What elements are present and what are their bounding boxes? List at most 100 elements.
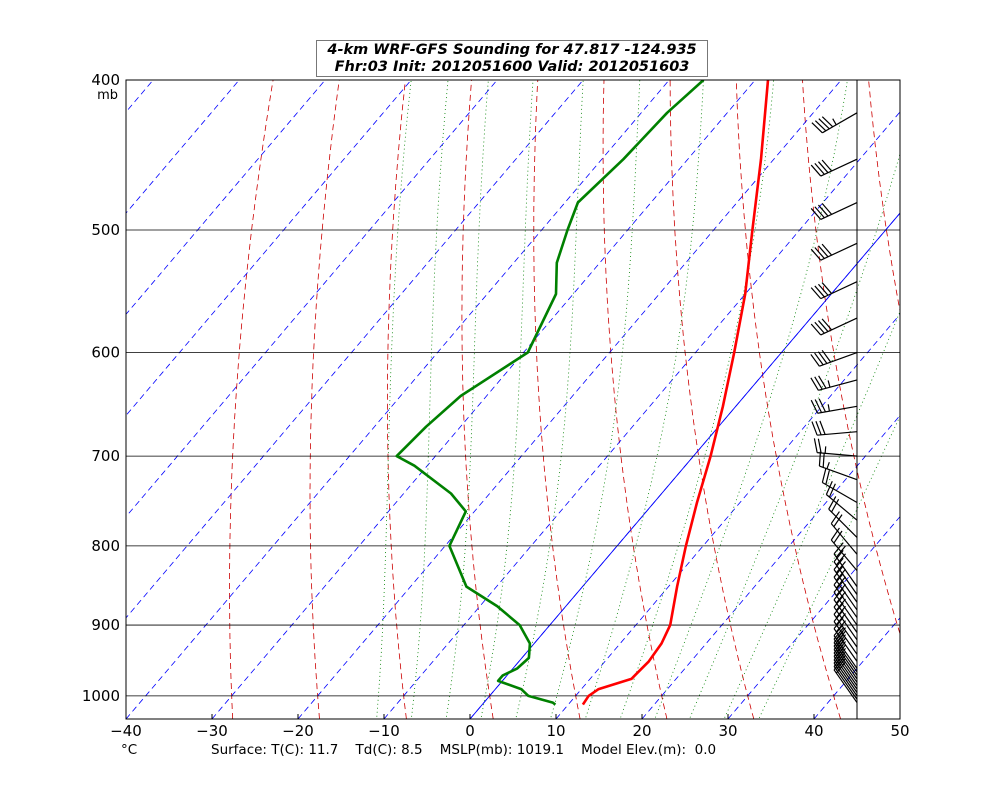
wind-barb-staff — [819, 351, 858, 367]
wind-barb-flag — [821, 159, 833, 172]
wind-barb-staff — [820, 202, 858, 220]
wind-barb-flag — [833, 557, 844, 570]
wind-barb — [810, 202, 858, 220]
wind-barb-staff — [833, 599, 858, 633]
wind-barb-flag — [835, 605, 846, 618]
background-lines — [0, 80, 900, 719]
wind-barb-flag — [814, 352, 824, 366]
wind-barb — [828, 496, 858, 538]
wind-barb-staff — [833, 649, 858, 683]
wind-barbs — [810, 112, 858, 703]
wind-barb-flag — [814, 120, 827, 132]
dry-adiabat — [802, 80, 900, 636]
wind-barb-flag — [825, 480, 833, 495]
wind-barb-half-flag — [824, 446, 827, 454]
wind-barb-flag — [825, 470, 830, 485]
wind-barb-flag — [833, 514, 843, 528]
wind-barb-flag — [835, 591, 846, 604]
wind-barb-flag — [814, 247, 825, 259]
wind-barb — [811, 420, 858, 436]
wind-barb — [821, 468, 858, 504]
wind-barb-staff — [820, 158, 858, 177]
y-tick-label: 700 — [91, 447, 120, 465]
dry-adiabat — [461, 80, 494, 719]
temperature-unit-label: °C — [121, 742, 138, 758]
y-tick-label: 500 — [91, 221, 120, 239]
isotherm-line — [0, 80, 67, 719]
wind-barb-flag — [814, 399, 823, 413]
wind-barb-half-flag — [827, 380, 831, 388]
wind-barb-flag — [835, 561, 846, 574]
wind-barb-flag — [810, 248, 822, 261]
wind-barb-staff — [833, 635, 858, 669]
wind-barb-flag — [835, 568, 846, 581]
wind-barb-staff — [817, 431, 858, 436]
axis-labels: −40 −30 −20 −10 0 10 20 30 40 50 1000 900 800 700 600 5… — [82, 71, 910, 740]
wind-barb-flag — [830, 527, 840, 541]
dry-adiabat — [602, 80, 668, 719]
x-tick-label: 10 — [546, 722, 565, 740]
wind-barb-flag — [821, 243, 833, 256]
wind-barb-staff — [833, 666, 858, 700]
dry-adiabat — [868, 80, 900, 314]
dry-adiabat — [229, 80, 274, 719]
dry-adiabat — [387, 80, 407, 719]
dry-adiabat — [309, 80, 340, 719]
wind-barb-flag — [818, 320, 829, 332]
wind-barb-flag — [835, 613, 846, 626]
wind-barb-staff — [822, 481, 858, 504]
isotherm-line — [126, 80, 326, 315]
wind-barb — [810, 375, 858, 391]
wind-barb-flag — [819, 420, 826, 435]
isotherm-line — [126, 80, 670, 719]
wind-barb-flag — [818, 398, 827, 413]
wind-barb-staff — [833, 652, 858, 687]
wind-barb-staff — [833, 638, 858, 673]
wind-barb — [818, 451, 858, 481]
wind-barb-half-flag — [827, 404, 831, 412]
dry-adiabat — [533, 80, 581, 719]
y-tick-label: 400 — [91, 71, 120, 89]
x-tick-label: −10 — [368, 722, 400, 740]
wind-barb-staff — [833, 621, 858, 655]
wind-barb-flag — [835, 620, 846, 633]
plot-frame — [125, 79, 901, 720]
wind-barb-flag — [814, 162, 825, 175]
isotherm-line — [126, 80, 154, 113]
wind-barb-flag — [817, 351, 828, 364]
wind-barb-staff — [833, 613, 858, 648]
wind-barb-flag — [821, 468, 827, 483]
wind-barb-flag — [818, 245, 829, 258]
wind-barb — [811, 112, 858, 134]
wind-barb — [810, 281, 858, 300]
x-tick-label: −40 — [110, 722, 142, 740]
wind-barb-flag — [830, 511, 840, 524]
moist-adiabat — [410, 80, 449, 719]
wind-barb-flag — [818, 375, 827, 389]
wind-barb — [833, 602, 858, 648]
x-tick-label: 40 — [804, 722, 823, 740]
wind-barb — [833, 573, 858, 618]
wind-barb-flag — [814, 321, 825, 334]
wind-barb — [833, 557, 858, 603]
y-unit-label: mb — [97, 88, 118, 103]
moist-adiabat — [480, 80, 534, 719]
wind-barb-flag — [821, 282, 833, 294]
wind-barb-flag — [814, 376, 823, 390]
wind-barb — [833, 616, 858, 662]
wind-barb-staff — [822, 112, 858, 134]
wind-barb-flag — [810, 377, 819, 391]
x-tick-label: −20 — [282, 722, 314, 740]
y-tick-label: 800 — [91, 537, 120, 555]
wind-barb-flag — [810, 399, 819, 414]
wind-barb-staff — [833, 662, 858, 697]
wind-barb-flag — [833, 609, 844, 622]
wind-barb-flag — [822, 452, 825, 468]
wind-barb-flag — [821, 349, 832, 363]
wind-barb-flag — [833, 565, 844, 578]
isotherm-line — [211, 80, 756, 719]
wind-barb-flag — [818, 283, 829, 296]
wind-barb-staff — [833, 561, 858, 595]
wind-barb-staff — [833, 569, 858, 603]
